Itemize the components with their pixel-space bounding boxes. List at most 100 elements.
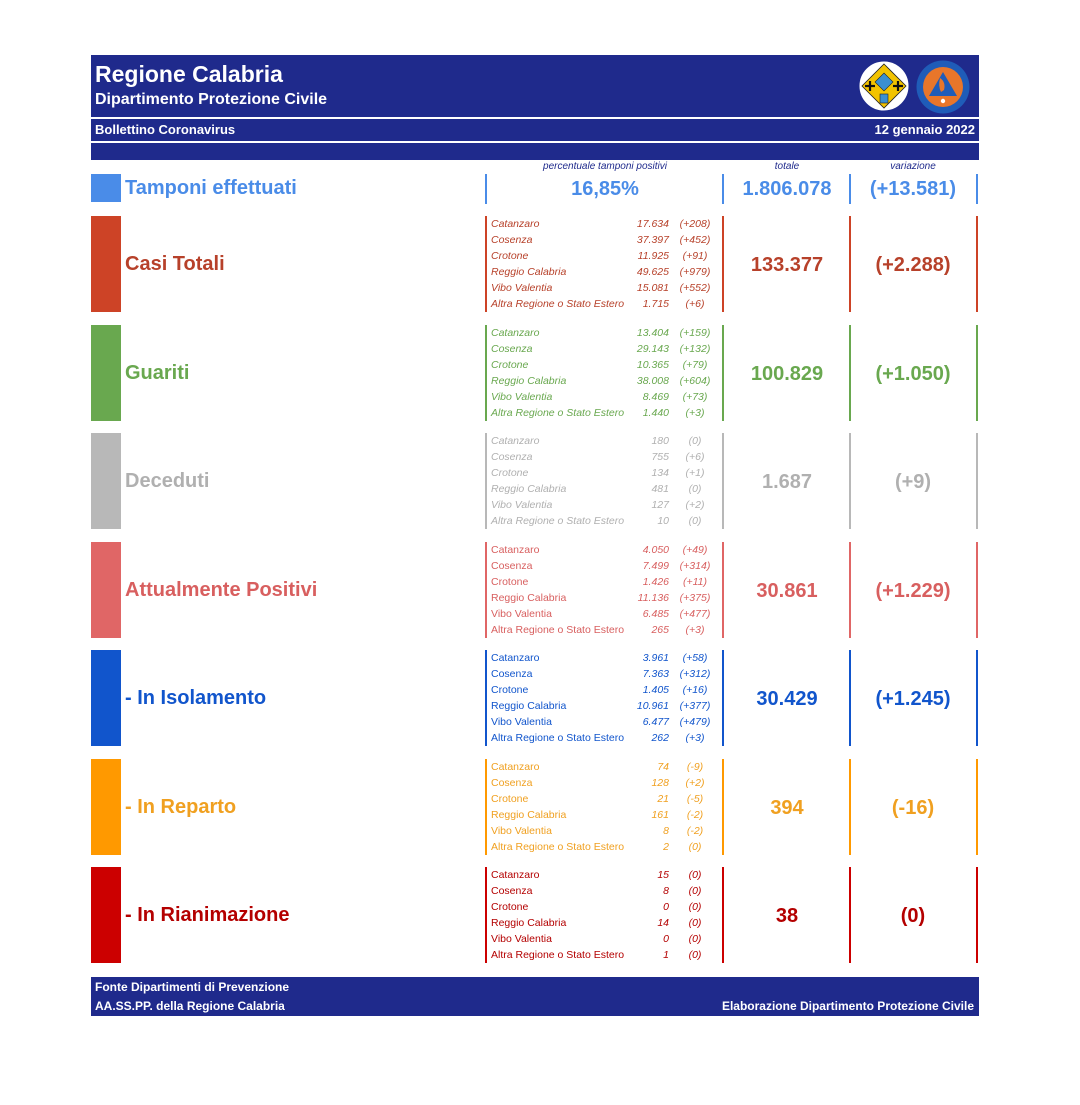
province-row: Reggio Calabria 14 (0) (491, 915, 717, 931)
section-variation: (+1.229) (875, 580, 951, 602)
province-value: 1.440 (642, 407, 669, 419)
province-list: Catanzaro 74 (-9) Cosenza 128 (+2) Crotone 21 (-… (491, 759, 717, 855)
tamponi-divider (976, 174, 978, 204)
tamponi-percent: 16,85% (571, 178, 639, 200)
province-name: Altra Regione o Stato Estero (491, 407, 625, 419)
province-delta: (0) (688, 435, 702, 447)
protezione-civile-logo-icon (916, 60, 970, 114)
section-divider (722, 433, 724, 529)
province-value: 262 (651, 732, 669, 744)
province-delta: (+552) (679, 282, 711, 294)
bulletin-date: 12 gennaio 2022 (874, 122, 975, 137)
province-value: 7.363 (642, 668, 669, 680)
section-divider (976, 867, 978, 963)
province-value: 11.925 (637, 250, 669, 262)
section-divider (485, 216, 487, 312)
province-row: Crotone 1.405 (+16) (491, 682, 717, 698)
province-value: 10.365 (636, 359, 669, 371)
province-value: 10 (657, 515, 669, 527)
province-name: Vibo Valentia (491, 825, 552, 837)
tamponi-label: Tamponi effettuati (125, 177, 297, 199)
province-name: Catanzaro (491, 218, 540, 230)
province-value: 17.634 (636, 218, 669, 230)
section-variation: (+1.050) (875, 363, 951, 385)
section-variation: (-16) (891, 797, 935, 819)
province-name: Reggio Calabria (491, 809, 567, 821)
province-row: Reggio Calabria 481 (0) (491, 481, 717, 497)
province-name: Cosenza (491, 451, 533, 463)
province-name: Altra Regione o Stato Estero (491, 298, 625, 310)
footer-source: Fonte Dipartimenti di Prevenzione (95, 980, 290, 994)
section-label: - In Isolamento (125, 687, 267, 709)
header-bottom-bar (91, 143, 979, 160)
section-divider (722, 216, 724, 312)
province-value: 21 (657, 793, 669, 805)
province-delta: (+452) (679, 234, 711, 246)
province-row: Reggio Calabria 10.961 (+377) (491, 698, 717, 714)
province-row: Vibo Valentia 6.477 (+479) (491, 714, 717, 730)
province-name: Altra Regione o Stato Estero (491, 732, 625, 744)
province-value: 11.136 (637, 592, 669, 604)
region-title: Regione Calabria (95, 61, 283, 87)
province-name: Crotone (491, 576, 529, 588)
section-total: 1.687 (761, 471, 813, 493)
province-list: Catanzaro 17.634 (+208) Cosenza 37.397 (+452)… (491, 216, 717, 312)
province-row: Cosenza 755 (+6) (491, 449, 717, 465)
section-divider (976, 325, 978, 421)
province-row: Reggio Calabria 11.136 (+375) (491, 590, 717, 606)
province-row: Vibo Valentia 6.485 (+477) (491, 606, 717, 622)
province-delta: (+49) (682, 544, 708, 556)
province-row: Cosenza 37.397 (+452) (491, 232, 717, 248)
province-value: 8 (663, 825, 669, 837)
column-header-percent: percentuale tamponi positivi (543, 161, 667, 172)
province-list: Catanzaro 13.404 (+159) Cosenza 29.143 (+132)… (491, 325, 717, 421)
tamponi-variation: (+13.581) (869, 178, 957, 200)
province-row: Catanzaro 13.404 (+159) (491, 325, 717, 341)
province-value: 29.143 (636, 343, 669, 355)
province-name: Altra Regione o Stato Estero (491, 841, 625, 853)
province-value: 1.405 (642, 684, 669, 696)
province-value: 7.499 (642, 560, 669, 572)
section-variation: (+1.245) (875, 688, 951, 710)
header-banner: Regione Calabria Dipartimento Protezione… (91, 55, 979, 117)
province-value: 755 (651, 451, 669, 463)
section-divider (976, 216, 978, 312)
province-delta: (+73) (682, 391, 708, 403)
province-value: 6.485 (642, 608, 669, 620)
province-row: Cosenza 7.499 (+314) (491, 558, 717, 574)
province-delta: (+314) (679, 560, 711, 572)
province-delta: (0) (688, 869, 702, 881)
province-value: 128 (651, 777, 669, 789)
province-name: Cosenza (491, 777, 533, 789)
tamponi-divider (849, 174, 851, 204)
province-row: Altra Regione o Stato Estero 1.715 (+6) (491, 296, 717, 312)
section-divider (849, 216, 851, 312)
province-delta: (+377) (679, 700, 711, 712)
province-delta: (+979) (679, 266, 711, 278)
province-name: Crotone (491, 250, 529, 262)
section-divider (722, 650, 724, 746)
province-name: Catanzaro (491, 435, 540, 447)
province-value: 1.426 (642, 576, 669, 588)
province-row: Crotone 21 (-5) (491, 791, 717, 807)
section-label: Casi Totali (125, 253, 225, 275)
section-label: Deceduti (125, 470, 210, 492)
section-divider (976, 433, 978, 529)
province-name: Reggio Calabria (491, 700, 567, 712)
province-row: Vibo Valentia 0 (0) (491, 931, 717, 947)
province-name: Altra Regione o Stato Estero (491, 624, 625, 636)
section-divider (485, 650, 487, 746)
province-delta: (0) (688, 885, 702, 897)
section-divider (722, 867, 724, 963)
section-variation: (+2.288) (875, 254, 951, 276)
province-delta: (+604) (679, 375, 711, 387)
section-divider (722, 542, 724, 638)
province-row: Cosenza 8 (0) (491, 883, 717, 899)
section-swatch (91, 325, 121, 421)
province-row: Vibo Valentia 127 (+2) (491, 497, 717, 513)
province-delta: (0) (688, 917, 702, 929)
province-name: Reggio Calabria (491, 266, 567, 278)
province-value: 0 (663, 901, 669, 913)
province-row: Altra Regione o Stato Estero 2 (0) (491, 839, 717, 855)
province-name: Crotone (491, 467, 529, 479)
